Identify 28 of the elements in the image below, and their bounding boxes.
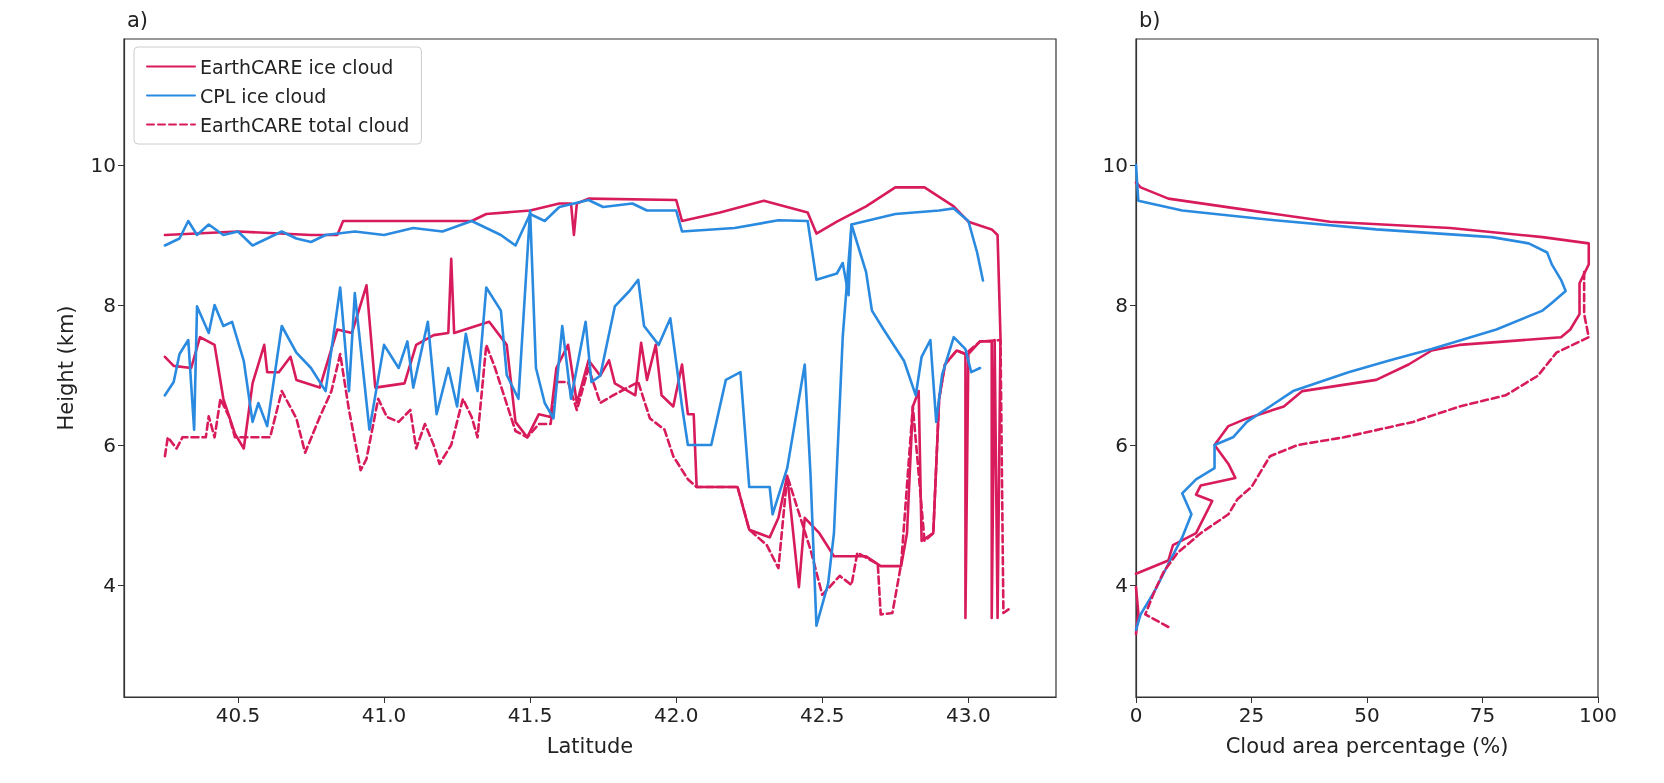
x-tick-label: 41.0 — [361, 703, 407, 727]
x-tick-label: 42.5 — [800, 703, 845, 727]
chart-title: b) — [1139, 7, 1161, 32]
y-tick-label: 4 — [1115, 573, 1128, 597]
x-axis-title: Latitude — [546, 733, 634, 758]
legend-label: EarthCARE ice cloud — [200, 55, 394, 78]
y-axis-title: Height (km) — [53, 305, 78, 431]
y-tick-label: 6 — [1115, 433, 1128, 457]
x-axis-title: Cloud area percentage (%) — [1225, 733, 1509, 758]
legend-label: EarthCARE total cloud — [200, 113, 410, 136]
line-series — [1134, 163, 1567, 632]
x-tick-label: 25 — [1238, 703, 1265, 727]
y-tick-label: 4 — [103, 573, 116, 597]
y-tick-label: 6 — [103, 433, 116, 457]
x-tick-label: 40.5 — [215, 703, 261, 727]
x-tick-label: 50 — [1354, 703, 1380, 727]
x-tick-label: 42.0 — [653, 703, 699, 727]
y-tick-label: 8 — [1115, 293, 1128, 317]
x-tick-label: 75 — [1469, 703, 1496, 727]
x-tick-label: 43.0 — [946, 703, 991, 727]
x-tick-label: 100 — [1578, 703, 1618, 727]
y-tick-label: 10 — [90, 153, 116, 177]
chart-title: a) — [127, 7, 149, 32]
y-tick-label: 8 — [103, 293, 116, 317]
x-tick-label: 0 — [1129, 703, 1143, 727]
legend-label: CPL ice cloud — [200, 84, 327, 107]
x-tick-label: 41.5 — [507, 703, 553, 727]
y-tick-label: 10 — [1102, 153, 1128, 177]
